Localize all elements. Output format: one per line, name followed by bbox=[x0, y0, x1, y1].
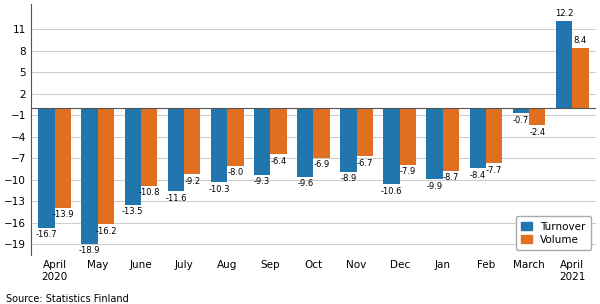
Text: -9.3: -9.3 bbox=[254, 177, 270, 186]
Text: -13.5: -13.5 bbox=[122, 207, 143, 216]
Bar bbox=[98, 108, 114, 224]
Text: -10.3: -10.3 bbox=[208, 185, 230, 194]
Text: -9.2: -9.2 bbox=[184, 177, 200, 186]
Text: -6.7: -6.7 bbox=[356, 159, 373, 168]
Bar bbox=[55, 108, 71, 208]
Bar bbox=[486, 108, 502, 163]
Bar bbox=[254, 108, 271, 175]
Text: -6.9: -6.9 bbox=[313, 160, 330, 169]
Bar bbox=[572, 48, 589, 108]
Text: -11.6: -11.6 bbox=[165, 194, 187, 203]
Bar bbox=[313, 108, 330, 157]
Bar bbox=[356, 108, 373, 156]
Legend: Turnover, Volume: Turnover, Volume bbox=[516, 216, 590, 250]
Bar bbox=[512, 108, 529, 113]
Text: -13.9: -13.9 bbox=[52, 210, 74, 219]
Bar bbox=[383, 108, 400, 184]
Bar bbox=[443, 108, 459, 171]
Bar bbox=[556, 21, 572, 108]
Bar bbox=[38, 108, 55, 228]
Bar bbox=[529, 108, 545, 125]
Bar bbox=[227, 108, 244, 165]
Text: -0.7: -0.7 bbox=[512, 116, 529, 125]
Bar bbox=[340, 108, 356, 172]
Text: -8.4: -8.4 bbox=[470, 171, 486, 180]
Text: -10.6: -10.6 bbox=[381, 187, 402, 196]
Bar bbox=[82, 108, 98, 244]
Bar bbox=[211, 108, 227, 182]
Text: -18.9: -18.9 bbox=[79, 246, 100, 255]
Text: -16.2: -16.2 bbox=[95, 227, 117, 236]
Bar bbox=[168, 108, 184, 191]
Bar bbox=[470, 108, 486, 168]
Text: -7.9: -7.9 bbox=[400, 167, 416, 176]
Text: -6.4: -6.4 bbox=[271, 157, 287, 166]
Bar bbox=[271, 108, 287, 154]
Bar bbox=[400, 108, 416, 165]
Text: -10.8: -10.8 bbox=[139, 188, 160, 197]
Bar bbox=[141, 108, 157, 185]
Text: -9.6: -9.6 bbox=[297, 179, 313, 188]
Text: -8.0: -8.0 bbox=[227, 168, 244, 177]
Bar bbox=[125, 108, 141, 205]
Bar bbox=[427, 108, 443, 179]
Text: -7.7: -7.7 bbox=[486, 166, 502, 175]
Text: -2.4: -2.4 bbox=[529, 128, 545, 137]
Text: -8.9: -8.9 bbox=[340, 174, 356, 184]
Text: -16.7: -16.7 bbox=[36, 230, 58, 239]
Bar bbox=[297, 108, 313, 177]
Text: 8.4: 8.4 bbox=[574, 36, 587, 45]
Text: -9.9: -9.9 bbox=[427, 181, 443, 191]
Text: -8.7: -8.7 bbox=[443, 173, 459, 182]
Text: Source: Statistics Finland: Source: Statistics Finland bbox=[6, 294, 129, 304]
Bar bbox=[184, 108, 200, 174]
Text: 12.2: 12.2 bbox=[555, 9, 573, 18]
